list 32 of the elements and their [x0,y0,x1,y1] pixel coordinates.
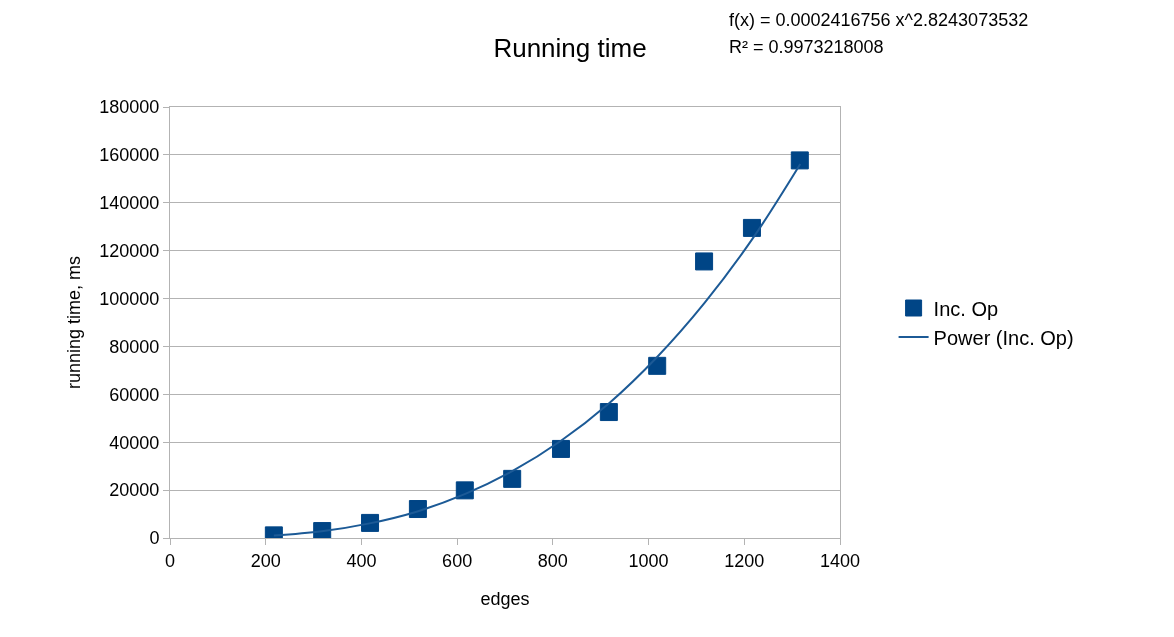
x-tick-label: 1400 [819,550,861,571]
y-tick-label: 160000 [99,145,160,166]
y-tick-label: 40000 [109,432,160,453]
y-tick-label: 120000 [99,240,160,261]
y-tick-label: 0 [149,528,160,549]
x-tick-label: 1000 [628,550,669,571]
x-tick-label: 800 [537,550,568,571]
x-axis-title: edges [480,588,530,609]
y-tick-label: 100000 [99,288,160,309]
x-tick-label: 200 [250,550,281,571]
point [742,218,761,237]
point [503,469,522,488]
y-tick-label: 140000 [99,193,160,214]
x-tick-label: 400 [346,550,377,571]
text: R² = 0.9973218008 [729,37,884,57]
x-tick-label: 0 [164,550,176,571]
y-tick-label: 20000 [109,480,160,501]
point [551,439,570,458]
chart-title: Running time [493,33,647,64]
legend-label: Power (Inc. Op) [933,326,1074,349]
y-tick-label: 80000 [109,336,160,357]
x-tick-label: 1200 [724,550,765,571]
y-tick-label: 180000 [99,97,160,118]
x-tick-label: 600 [442,550,473,571]
text: f(x) = 0.0002416756 x^2.8243073532 [729,10,1029,30]
point [790,151,809,170]
point [695,252,714,271]
y-axis-title: running time, ms [63,255,84,390]
point [599,403,618,422]
y-tick-label: 60000 [109,384,160,405]
point [648,356,667,375]
legend-label: Inc. Op [933,297,999,320]
